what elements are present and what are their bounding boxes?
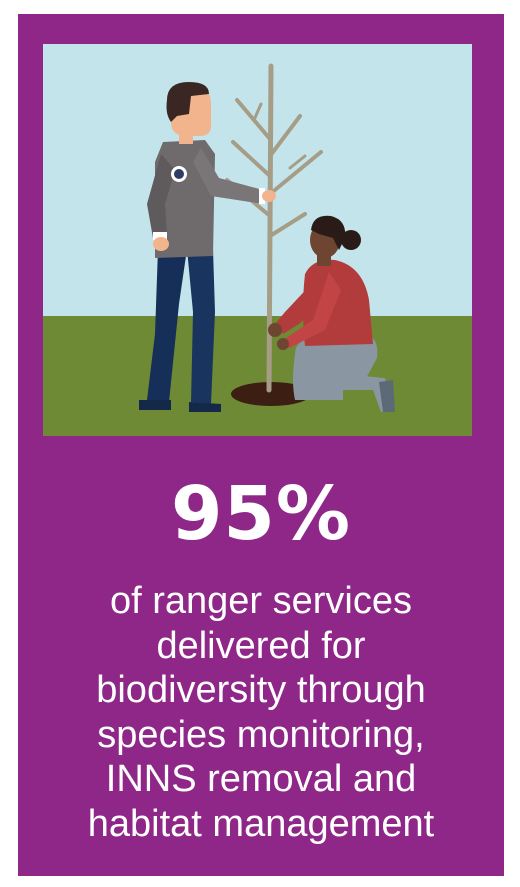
stat-percentage: 95% — [170, 471, 352, 557]
stat-description-line: biodiversity through — [96, 669, 426, 711]
ranger-figure-icon — [139, 82, 276, 412]
infographic-card: 95% of ranger services delivered for bio… — [18, 14, 504, 876]
sky — [43, 44, 472, 316]
stat-description-line: species monitoring, — [97, 713, 425, 756]
stat-description-line: INNS removal and — [105, 758, 417, 800]
illustration-svg — [43, 44, 472, 436]
grass — [43, 316, 472, 436]
stat-description-line: of ranger services — [109, 580, 412, 622]
soil-hole-icon — [231, 382, 311, 406]
stat-description-line: habitat management — [87, 802, 435, 845]
stat-description-line: delivered for — [156, 624, 366, 667]
kneeling-volunteer-figure-icon — [268, 215, 395, 412]
stat-description: of ranger services delivered for biodive… — [18, 579, 504, 846]
tree-planting-illustration — [43, 44, 472, 436]
